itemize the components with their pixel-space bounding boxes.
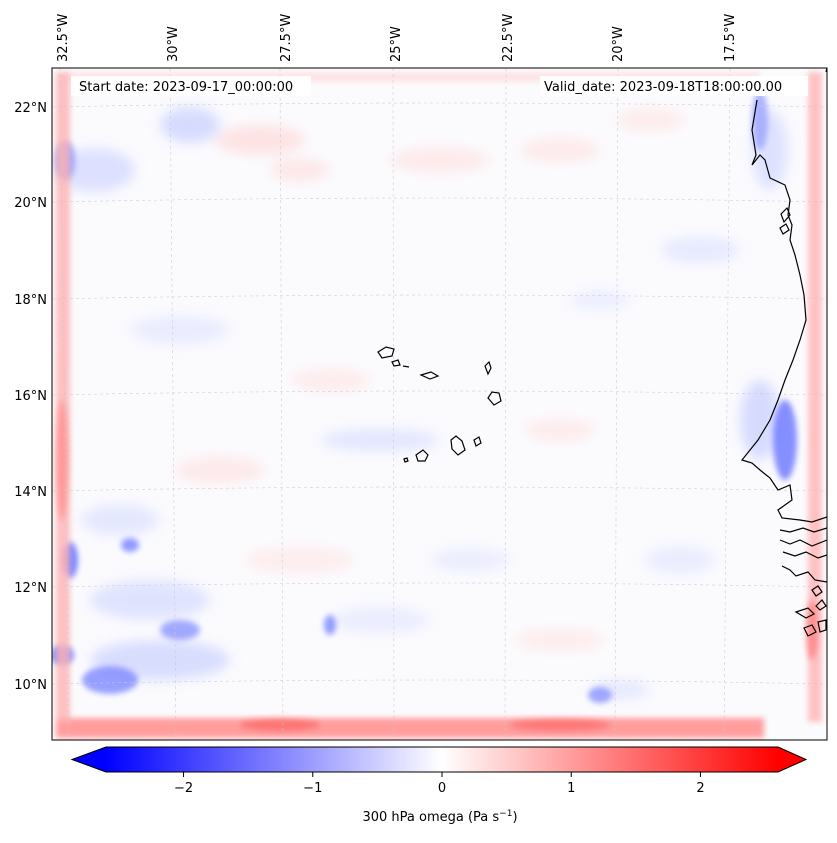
lon-label: 17.5°W: [723, 14, 738, 62]
colorbar-tick-label: 0: [438, 781, 446, 796]
lat-label: 18°N: [14, 293, 47, 308]
lat-label: 14°N: [14, 485, 47, 500]
colorbar-tick-label: 2: [696, 781, 704, 796]
valid-date-box: [540, 76, 808, 96]
start-date-label: Start date: 2023-09-17_00:00:00: [79, 80, 293, 95]
lat-label: 12°N: [14, 581, 47, 596]
omega-field: [52, 68, 827, 740]
colorbar-tick-label: −2: [174, 781, 193, 796]
colorbar-min-extend: [72, 747, 106, 772]
colorbar-tick-label: −1: [303, 781, 322, 796]
colorbar: −2 −1 0 1 2 300 hPa omega (Pa s−1): [70, 746, 808, 825]
lon-label: 22.5°W: [501, 14, 516, 62]
map-panel: Start date: 2023-09-17_00:00:00 Valid_da…: [14, 14, 828, 741]
colorbar-max-extend: [778, 747, 806, 772]
coastlines: [377, 68, 827, 637]
latitude-labels: 22°N 20°N 18°N 16°N 14°N 12°N 10°N: [14, 101, 47, 693]
map-frame: [51, 67, 828, 741]
longitude-labels: 32.5°W 30°W 27.5°W 25°W 22.5°W 20°W 17.5…: [56, 14, 738, 62]
start-date-box: [71, 76, 311, 96]
lat-label: 10°N: [14, 678, 47, 693]
lat-label: 22°N: [14, 101, 47, 116]
colorbar-outline: [70, 746, 808, 773]
lon-label: 25°W: [389, 26, 404, 62]
graticule: [52, 68, 827, 740]
lon-label: 32.5°W: [56, 14, 71, 62]
valid-date-label: Valid_date: 2023-09-18T18:00:00.00: [544, 80, 782, 95]
lon-label: 20°W: [611, 26, 626, 62]
colorbar-ticks: −2 −1 0 1 2: [174, 772, 705, 796]
colorbar-gradient: [106, 747, 778, 772]
lat-label: 20°N: [14, 196, 47, 211]
colorbar-label: 300 hPa omega (Pa s−1): [362, 809, 517, 825]
lat-label: 16°N: [14, 389, 47, 404]
lon-label: 30°W: [166, 26, 181, 62]
colorbar-tick-label: 1: [567, 781, 575, 796]
lon-label: 27.5°W: [279, 14, 294, 62]
